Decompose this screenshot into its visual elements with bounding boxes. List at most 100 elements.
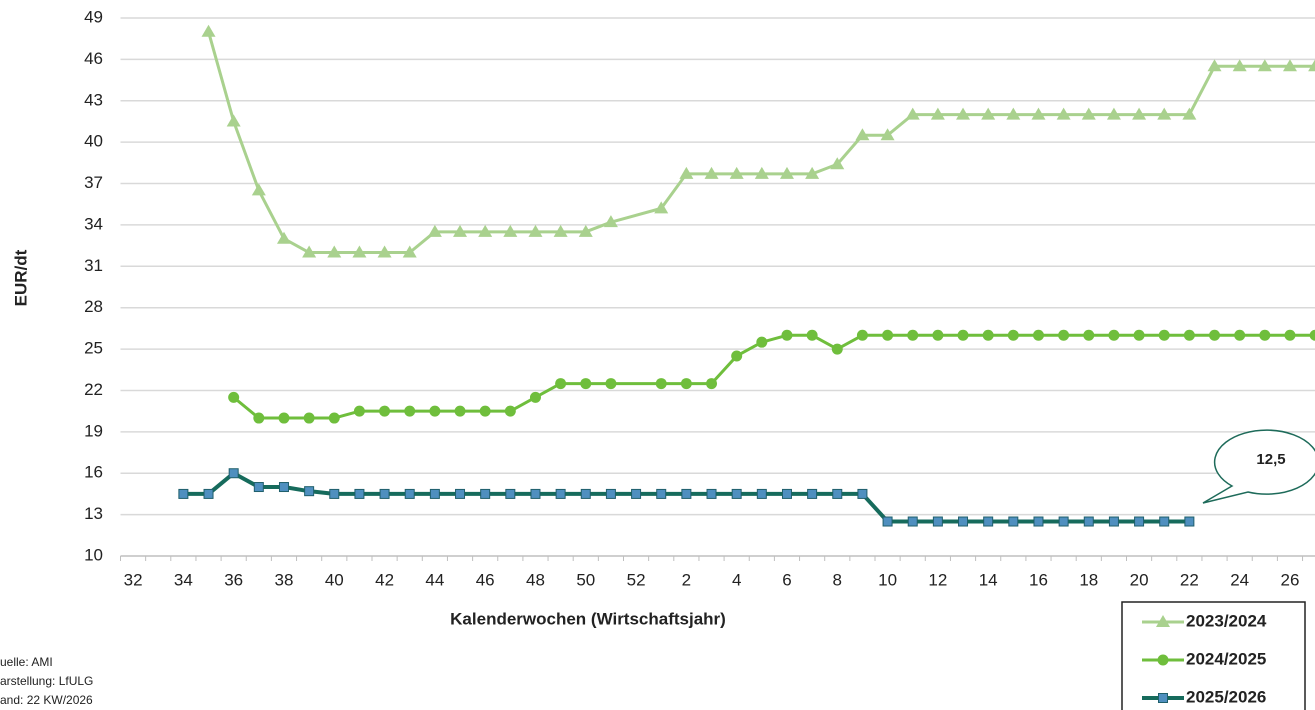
y-tick-label: 13: [84, 504, 103, 523]
data-point: [454, 405, 466, 417]
data-point: [807, 488, 818, 499]
data-point: [982, 329, 994, 341]
data-point: [555, 488, 566, 499]
callout-bubble: [1202, 429, 1315, 504]
data-point: [656, 488, 667, 499]
data-point: [781, 488, 792, 499]
data-point: [1232, 59, 1247, 72]
data-point: [957, 329, 969, 341]
data-point: [302, 245, 317, 258]
x-tick-label: 38: [275, 570, 294, 589]
data-point: [478, 224, 493, 237]
x-tick-label: 14: [979, 570, 998, 589]
data-point: [880, 128, 895, 141]
series-line: [232, 333, 1315, 420]
x-tick-label: 34: [174, 570, 193, 589]
legend-label: 2025/2026: [1186, 687, 1266, 706]
y-tick-label: 19: [84, 421, 103, 440]
data-point: [278, 482, 289, 493]
data-point: [706, 378, 718, 390]
data-point: [1081, 107, 1096, 120]
legend-marker: [1157, 654, 1169, 666]
y-tick-label: 31: [84, 256, 103, 275]
data-point: [530, 488, 541, 499]
y-tick-label: 25: [84, 339, 103, 358]
data-point: [1008, 516, 1019, 527]
data-point: [404, 405, 416, 417]
data-point: [1309, 329, 1315, 341]
data-point: [856, 329, 868, 341]
x-tick-label: 4: [732, 570, 741, 589]
x-tick-label: 20: [1130, 570, 1149, 589]
x-tick-label: 24: [1230, 570, 1249, 589]
x-tick-label: 16: [1029, 570, 1048, 589]
data-point: [1056, 107, 1071, 120]
data-point: [328, 412, 340, 424]
data-point: [729, 166, 744, 179]
data-point: [529, 391, 541, 403]
data-point: [352, 245, 367, 258]
x-tick-label: 2: [682, 570, 691, 589]
data-point: [905, 107, 920, 120]
data-point: [578, 224, 593, 237]
x-tick-label: 40: [325, 570, 344, 589]
data-point: [1058, 516, 1069, 527]
x-tick-label: 50: [576, 570, 595, 589]
data-point: [580, 378, 592, 390]
legend-label: 2024/2025: [1186, 649, 1266, 668]
data-point: [1209, 329, 1221, 341]
data-point: [1032, 329, 1044, 341]
data-point: [402, 245, 417, 258]
data-point: [251, 183, 266, 196]
data-point: [253, 482, 264, 493]
data-point: [981, 107, 996, 120]
x-tick-label: 12: [928, 570, 947, 589]
y-tick-label: 28: [84, 297, 103, 316]
data-point: [731, 488, 742, 499]
data-point: [504, 405, 516, 417]
data-point: [480, 488, 491, 499]
data-point: [1257, 59, 1272, 72]
x-tick-label: 18: [1079, 570, 1098, 589]
data-point: [958, 516, 969, 527]
data-point: [1157, 107, 1172, 120]
data-point: [681, 488, 692, 499]
data-point: [932, 516, 943, 527]
x-tick-label: 44: [425, 570, 444, 589]
data-point: [1132, 107, 1147, 120]
data-point: [404, 488, 415, 499]
data-point: [1083, 516, 1094, 527]
data-point: [680, 378, 692, 390]
data-point: [1234, 329, 1246, 341]
legend-marker: [1158, 693, 1168, 703]
data-point: [907, 516, 918, 527]
x-tick-label: 6: [782, 570, 791, 589]
data-point: [429, 405, 441, 417]
data-point: [805, 166, 820, 179]
data-point: [731, 350, 743, 362]
data-point: [1259, 329, 1271, 341]
data-point: [377, 245, 392, 258]
data-point: [528, 224, 543, 237]
legend-box: [1121, 601, 1306, 710]
data-point: [203, 488, 214, 499]
data-point: [603, 215, 618, 228]
data-point: [830, 157, 845, 170]
annotation: 12,5: [1256, 451, 1285, 468]
data-point: [1058, 329, 1070, 341]
y-axis-label: EUR/dt: [11, 249, 30, 306]
data-point: [806, 329, 818, 341]
data-point: [379, 405, 391, 417]
x-tick-label: 32: [124, 570, 143, 589]
data-point: [932, 329, 944, 341]
data-point: [1183, 329, 1195, 341]
data-point: [781, 329, 793, 341]
data-point: [1007, 329, 1019, 341]
data-point: [553, 224, 568, 237]
x-tick-label: 52: [627, 570, 646, 589]
x-tick-label: 42: [375, 570, 394, 589]
data-point: [201, 24, 216, 37]
x-axis-label: Kalenderwochen (Wirtschaftsjahr): [450, 609, 726, 628]
